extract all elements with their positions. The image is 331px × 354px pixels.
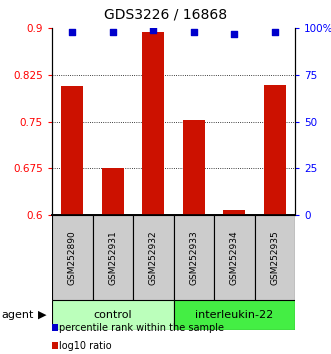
Text: control: control (93, 310, 132, 320)
Text: percentile rank within the sample: percentile rank within the sample (59, 322, 224, 333)
Bar (173, 300, 295, 330)
Text: GSM252932: GSM252932 (149, 230, 158, 285)
Point (70, 29, 75, 35)
Bar (223, 210, 245, 215)
Text: GDS3226 / 16868: GDS3226 / 16868 (104, 7, 227, 21)
Bar (173, 215, 214, 300)
Text: GSM252933: GSM252933 (189, 230, 198, 285)
Bar (102, 168, 124, 215)
Text: GSM252934: GSM252934 (230, 230, 239, 285)
Text: GSM252935: GSM252935 (270, 230, 279, 285)
Text: ▶: ▶ (38, 310, 47, 320)
Point (110, 29, 116, 35)
Bar (52, 300, 173, 330)
Bar (61, 86, 83, 215)
Text: GSM252890: GSM252890 (68, 230, 77, 285)
Bar (214, 215, 255, 300)
Bar (142, 32, 165, 215)
Bar (52, 215, 92, 300)
Text: log10 ratio: log10 ratio (59, 341, 111, 350)
Bar (92, 215, 133, 300)
Text: agent: agent (2, 310, 34, 320)
Bar (133, 215, 173, 300)
Point (232, 31, 237, 36)
Text: GSM252931: GSM252931 (108, 230, 117, 285)
Bar (255, 215, 295, 300)
Bar (183, 120, 205, 215)
Bar (263, 85, 286, 215)
Point (191, 29, 196, 35)
Point (272, 29, 277, 35)
Text: interleukin-22: interleukin-22 (195, 310, 273, 320)
Point (151, 27, 156, 33)
